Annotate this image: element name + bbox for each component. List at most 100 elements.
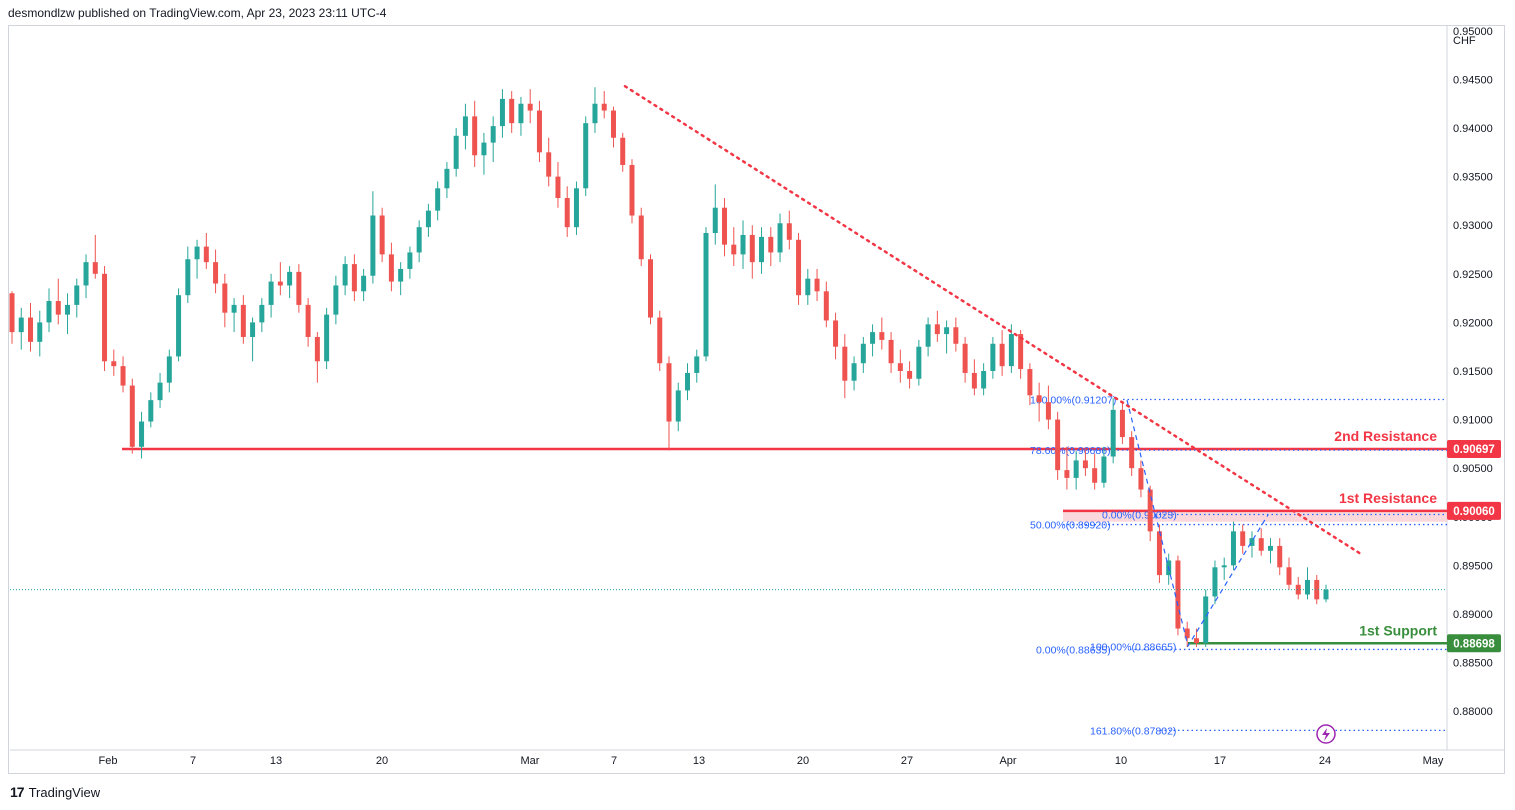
candle-body[interactable] <box>277 281 283 286</box>
candle-body[interactable] <box>1036 395 1042 403</box>
candle-body[interactable] <box>157 382 163 401</box>
candle-body[interactable] <box>148 400 154 422</box>
trendline[interactable] <box>623 85 1364 556</box>
candle-body[interactable] <box>842 346 848 381</box>
candle-body[interactable] <box>1147 489 1153 532</box>
candle-body[interactable] <box>971 372 977 389</box>
candle-body[interactable] <box>953 327 959 344</box>
candle-body[interactable] <box>416 227 422 253</box>
candle-body[interactable] <box>398 268 404 282</box>
candle-body[interactable] <box>379 215 385 255</box>
candle-body[interactable] <box>1119 409 1125 438</box>
candle-body[interactable] <box>139 421 145 447</box>
candle-body[interactable] <box>518 103 524 124</box>
candle-body[interactable] <box>1277 545 1283 568</box>
candle-body[interactable] <box>879 332 885 340</box>
candle-body[interactable] <box>749 234 755 263</box>
candle-body[interactable] <box>176 295 182 357</box>
candle-body[interactable] <box>786 223 792 240</box>
footer-brand[interactable]: 17 TradingView <box>10 784 100 800</box>
candle-body[interactable] <box>814 278 820 292</box>
candle-body[interactable] <box>638 215 644 260</box>
candle-body[interactable] <box>102 273 108 362</box>
candle-body[interactable] <box>712 207 718 233</box>
candle-body[interactable] <box>453 135 459 169</box>
candle-body[interactable] <box>1230 531 1236 566</box>
candle-body[interactable] <box>1073 460 1079 478</box>
candle-body[interactable] <box>897 363 903 371</box>
candle-body[interactable] <box>1138 468 1144 490</box>
candle-body[interactable] <box>231 304 237 313</box>
candle-body[interactable] <box>601 103 607 111</box>
candle-body[interactable] <box>9 293 15 333</box>
candle-body[interactable] <box>250 322 256 337</box>
candle-body[interactable] <box>740 234 746 255</box>
candle-body[interactable] <box>990 343 996 371</box>
candle-body[interactable] <box>620 137 626 165</box>
candle-body[interactable] <box>1045 402 1051 420</box>
candle-body[interactable] <box>388 254 394 282</box>
candle-body[interactable] <box>324 314 330 362</box>
candle-body[interactable] <box>1314 579 1320 600</box>
candle-body[interactable] <box>425 210 431 228</box>
candle-body[interactable] <box>573 188 579 228</box>
candle-body[interactable] <box>55 301 61 315</box>
candle-body[interactable] <box>28 317 34 342</box>
candle-body[interactable] <box>18 317 24 333</box>
candle-body[interactable] <box>805 278 811 296</box>
candle-body[interactable] <box>185 259 191 296</box>
candle-body[interactable] <box>925 324 931 347</box>
candle-body[interactable] <box>1110 409 1116 457</box>
candle-body[interactable] <box>944 327 950 335</box>
candle-body[interactable] <box>851 363 857 381</box>
candle-body[interactable] <box>1267 545 1273 551</box>
candle-body[interactable] <box>1323 589 1329 600</box>
candle-body[interactable] <box>333 285 339 315</box>
candle-body[interactable] <box>499 98 505 127</box>
candle-body[interactable] <box>194 246 200 260</box>
candle-body[interactable] <box>314 336 320 362</box>
candle-body[interactable] <box>268 281 274 305</box>
candle-body[interactable] <box>722 207 728 245</box>
candle-body[interactable] <box>1129 437 1135 469</box>
candle-body[interactable] <box>536 110 542 153</box>
candle-body[interactable] <box>1240 531 1246 546</box>
candle-body[interactable] <box>527 103 533 111</box>
candle-body[interactable] <box>546 152 552 177</box>
candle-body[interactable] <box>860 343 866 364</box>
candle-body[interactable] <box>46 301 52 323</box>
candle-body[interactable] <box>907 370 913 379</box>
candle-body[interactable] <box>1101 456 1107 483</box>
candle-body[interactable] <box>65 304 71 315</box>
candle-body[interactable] <box>962 343 968 373</box>
candle-body[interactable] <box>666 363 672 422</box>
candle-body[interactable] <box>1064 470 1070 478</box>
candle-body[interactable] <box>83 262 89 286</box>
candle-body[interactable] <box>916 346 922 379</box>
candle-body[interactable] <box>342 264 348 286</box>
candle-body[interactable] <box>1304 579 1310 595</box>
candle-body[interactable] <box>555 176 561 199</box>
candle-body[interactable] <box>675 390 681 422</box>
candle-body[interactable] <box>74 285 80 305</box>
candle-body[interactable] <box>731 244 737 255</box>
candle-body[interactable] <box>240 304 246 337</box>
candle-body[interactable] <box>759 236 765 263</box>
candle-body[interactable] <box>129 385 135 447</box>
candle-body[interactable] <box>823 291 829 321</box>
candle-body[interactable] <box>1249 538 1255 546</box>
candle-body[interactable] <box>37 322 43 342</box>
candle-body[interactable] <box>647 259 653 318</box>
candle-body[interactable] <box>1018 334 1024 370</box>
candle-body[interactable] <box>657 317 663 364</box>
candle-body[interactable] <box>296 271 302 305</box>
candle-body[interactable] <box>1175 560 1181 629</box>
candle-body[interactable] <box>777 223 783 253</box>
candle-body[interactable] <box>583 123 589 189</box>
candle-body[interactable] <box>92 262 98 274</box>
candle-body[interactable] <box>888 339 894 364</box>
candle-body[interactable] <box>999 343 1005 367</box>
candle-body[interactable] <box>120 366 126 386</box>
candle-body[interactable] <box>1156 531 1162 576</box>
